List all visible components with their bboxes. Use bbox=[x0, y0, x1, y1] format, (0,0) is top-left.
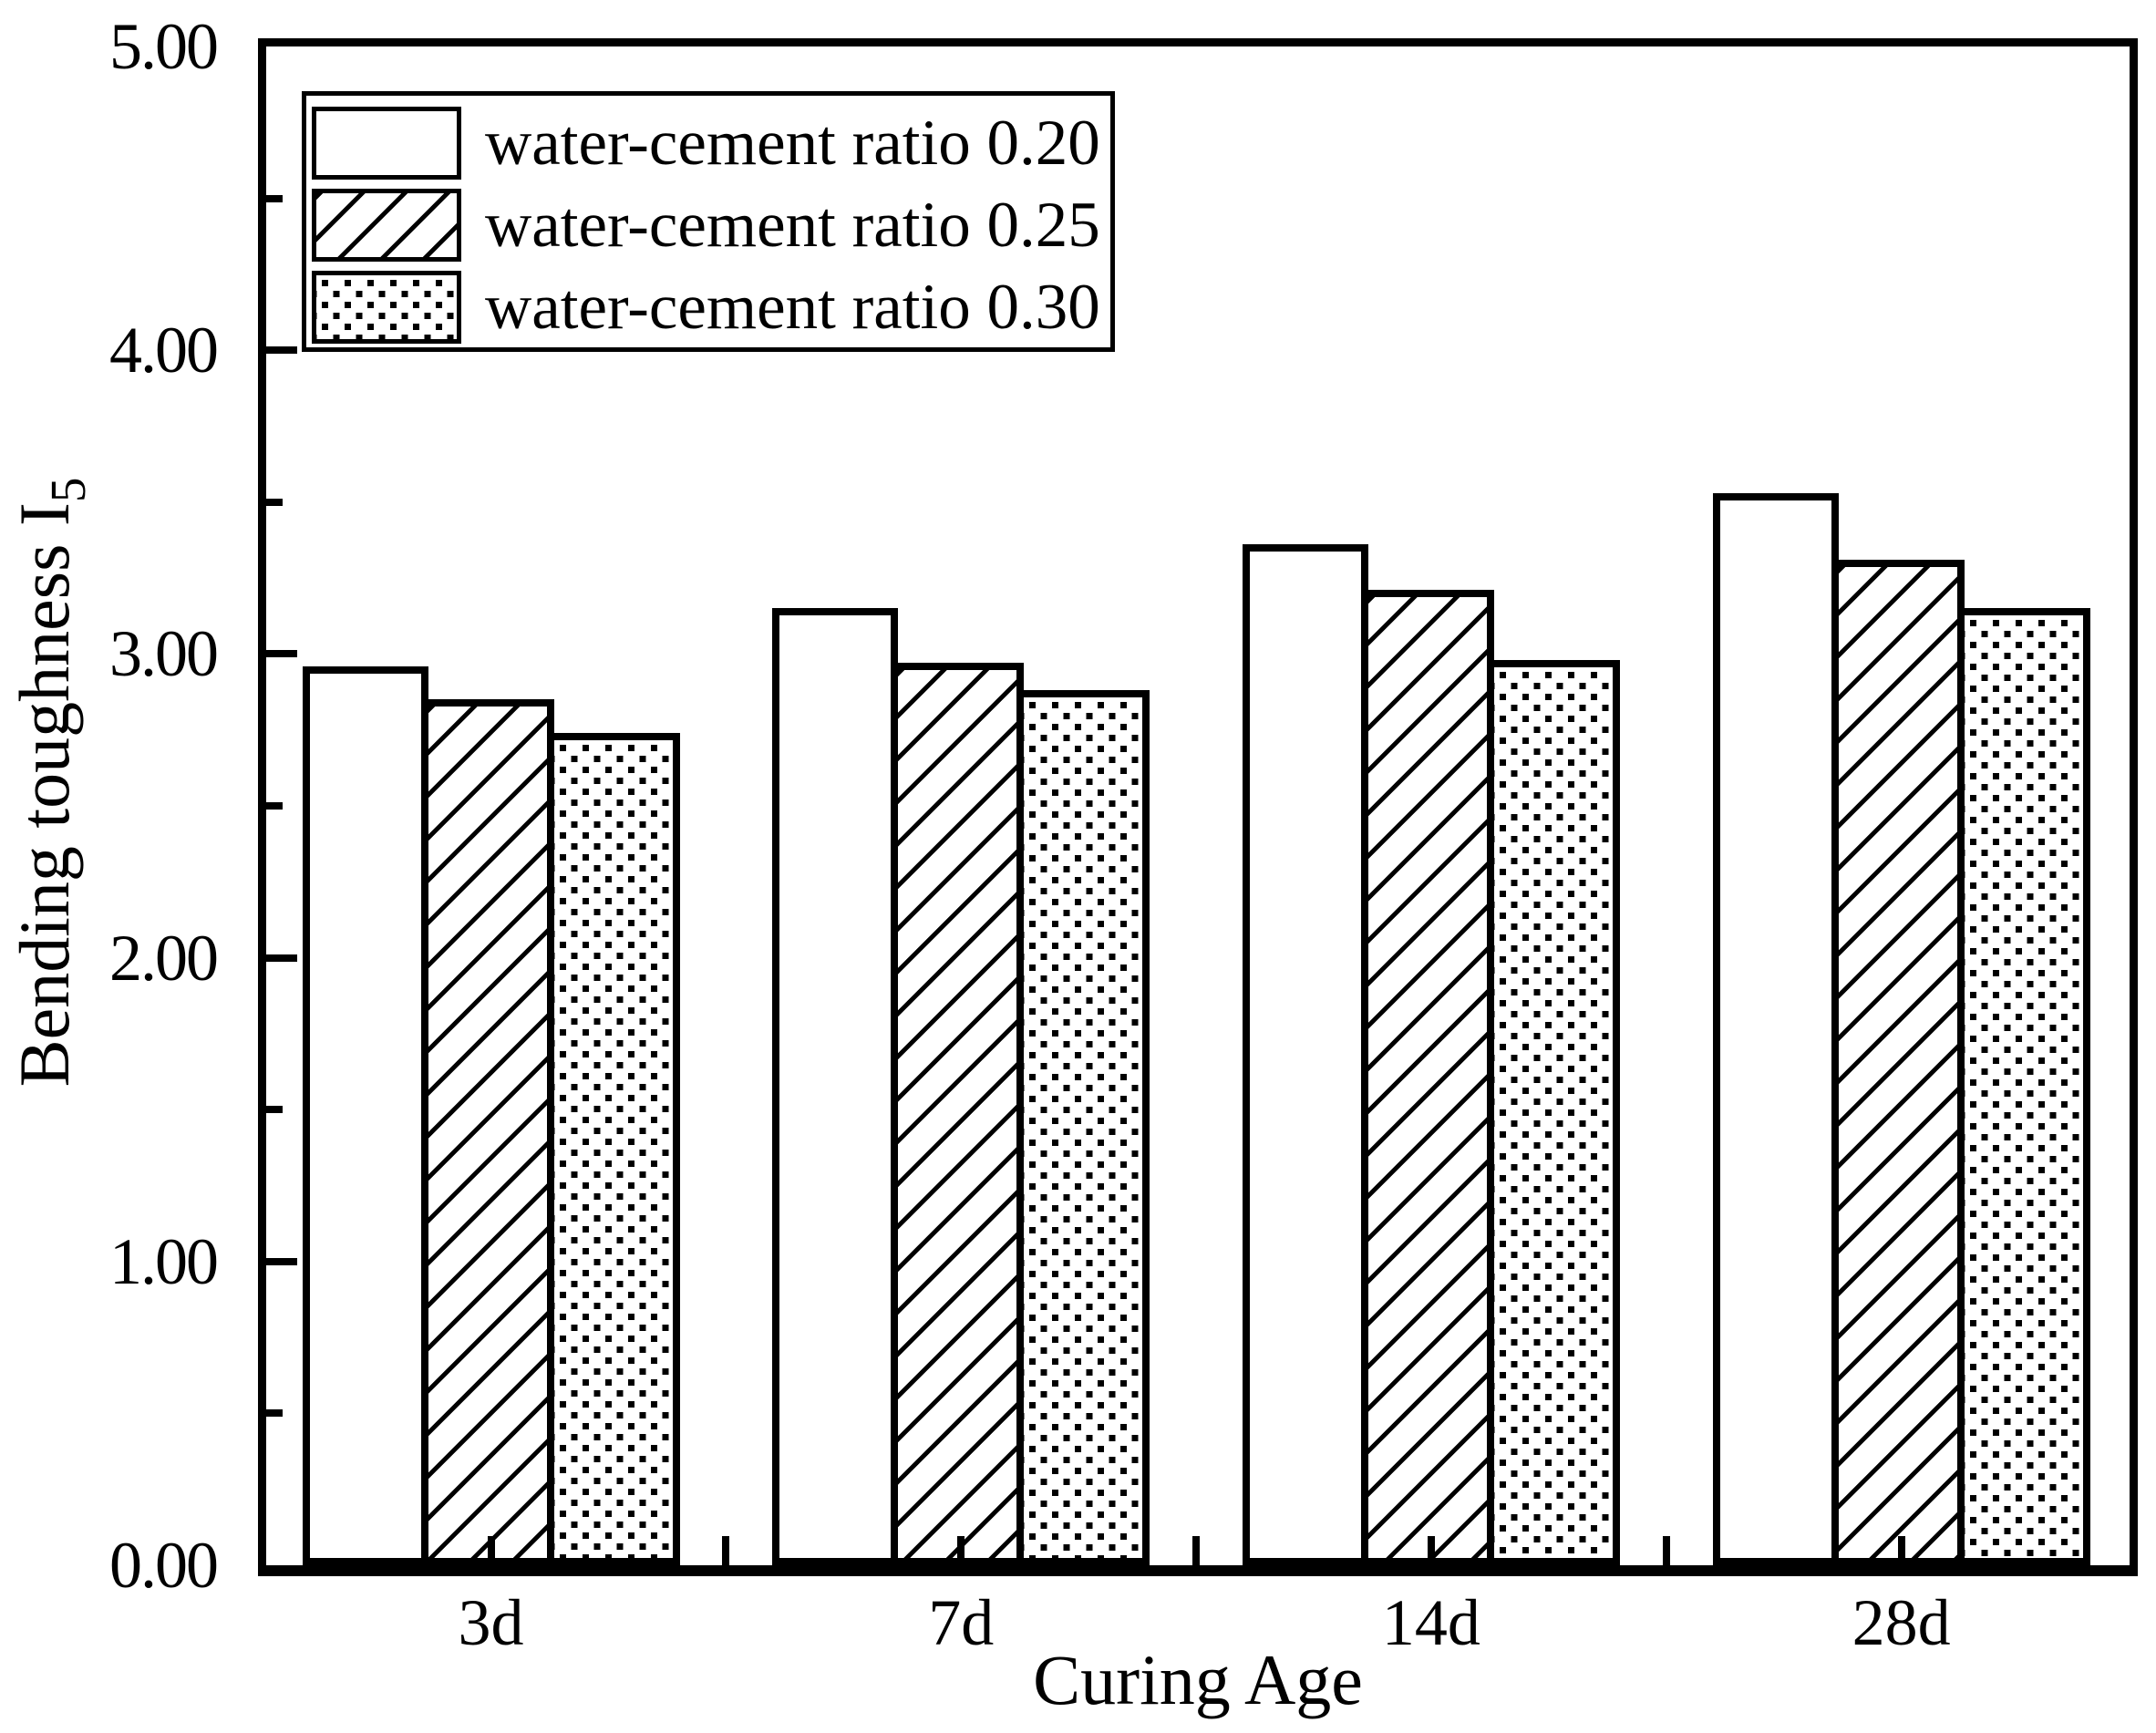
y-axis-title-subscript: 5 bbox=[40, 477, 96, 503]
y-minor-tick bbox=[266, 498, 283, 506]
x-tick-label-14d: 14d bbox=[1381, 1586, 1480, 1659]
x-tick-3d bbox=[487, 1536, 495, 1565]
y-major-tick bbox=[266, 346, 297, 355]
x-tick-7d bbox=[957, 1536, 965, 1565]
y-tick-label: 5.00 bbox=[109, 10, 219, 83]
x-tick-label-7d: 7d bbox=[928, 1586, 995, 1659]
bar-28d-series1 bbox=[1831, 560, 1965, 1565]
legend-swatch-diagonal-hatch bbox=[312, 189, 461, 262]
x-tick-14d bbox=[1427, 1536, 1435, 1565]
bar-7d-series2 bbox=[1016, 690, 1150, 1565]
y-major-tick bbox=[266, 954, 297, 962]
x-boundary-tick bbox=[722, 1536, 730, 1565]
y-tick-label: 4.00 bbox=[109, 314, 219, 387]
y-axis-title-text: Bending toughness I bbox=[5, 502, 84, 1088]
x-boundary-tick bbox=[1662, 1536, 1670, 1565]
y-tick-label: 0.00 bbox=[109, 1529, 219, 1602]
bar-3d-series0 bbox=[302, 666, 428, 1565]
y-major-tick bbox=[266, 1257, 297, 1265]
bar-28d-series0 bbox=[1712, 493, 1839, 1565]
x-tick-label-28d: 28d bbox=[1852, 1586, 1951, 1659]
bar-14d-series2 bbox=[1486, 660, 1620, 1565]
plot-area bbox=[258, 38, 2138, 1576]
y-minor-tick bbox=[266, 802, 283, 810]
bar-14d-series1 bbox=[1360, 590, 1494, 1565]
legend: water-cement ratio 0.20 water-cement rati… bbox=[302, 91, 1115, 352]
bar-14d-series0 bbox=[1242, 544, 1368, 1565]
legend-row-1: water-cement ratio 0.25 bbox=[312, 184, 1110, 266]
y-tick-label: 2.00 bbox=[109, 921, 219, 995]
x-tick-label-3d: 3d bbox=[458, 1586, 524, 1659]
y-tick-label: 3.00 bbox=[109, 617, 219, 691]
x-boundary-tick bbox=[1192, 1536, 1201, 1565]
y-major-tick bbox=[266, 650, 297, 658]
legend-label: water-cement ratio 0.25 bbox=[485, 189, 1100, 261]
x-tick-28d bbox=[1897, 1536, 1905, 1565]
bar-7d-series0 bbox=[772, 608, 899, 1565]
y-axis-title: Bending toughness I5 bbox=[5, 477, 106, 1088]
x-axis-title: Curing Age bbox=[1033, 1640, 1363, 1719]
legend-label: water-cement ratio 0.30 bbox=[485, 271, 1100, 343]
legend-label: water-cement ratio 0.20 bbox=[485, 107, 1100, 179]
legend-row-0: water-cement ratio 0.20 bbox=[312, 102, 1110, 184]
bar-28d-series2 bbox=[1956, 608, 2090, 1565]
y-minor-tick bbox=[266, 1106, 283, 1114]
legend-swatch-square-dots bbox=[312, 271, 461, 344]
y-tick-label: 1.00 bbox=[109, 1224, 219, 1298]
legend-row-2: water-cement ratio 0.30 bbox=[312, 266, 1110, 348]
legend-swatch-solid-white bbox=[312, 107, 461, 180]
bar-7d-series1 bbox=[891, 663, 1025, 1565]
bar-3d-series2 bbox=[546, 733, 680, 1565]
bar-3d-series1 bbox=[420, 699, 554, 1565]
y-minor-tick bbox=[266, 1409, 283, 1418]
y-minor-tick bbox=[266, 194, 283, 202]
